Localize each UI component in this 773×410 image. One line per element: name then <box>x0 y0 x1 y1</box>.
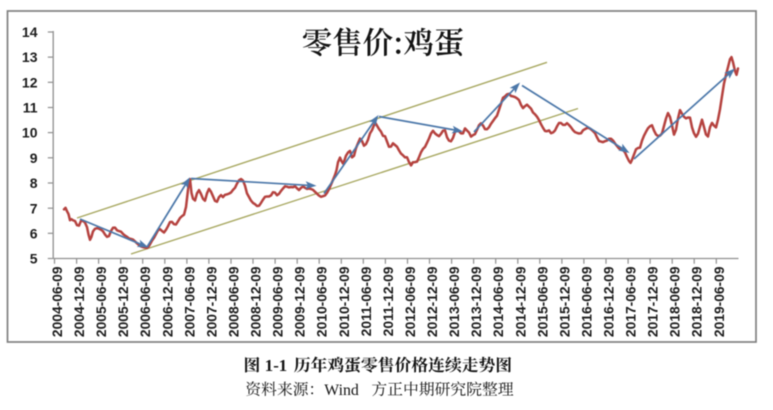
svg-text:13: 13 <box>22 49 38 65</box>
svg-text:9: 9 <box>30 150 38 166</box>
svg-text:2004-06-09: 2004-06-09 <box>50 266 65 337</box>
svg-text:2011-06-09: 2011-06-09 <box>359 266 374 336</box>
svg-text:2010-06-09: 2010-06-09 <box>315 266 330 337</box>
svg-text:2018-12-09: 2018-12-09 <box>690 266 705 337</box>
svg-text:14: 14 <box>22 24 38 40</box>
svg-text:2014-12-09: 2014-12-09 <box>513 266 528 337</box>
svg-text:5: 5 <box>30 251 38 267</box>
svg-text:2011-12-09: 2011-12-09 <box>381 266 396 336</box>
svg-text:2012-06-09: 2012-06-09 <box>403 266 418 337</box>
svg-text:2008-12-09: 2008-12-09 <box>249 266 264 337</box>
svg-text:2013-06-09: 2013-06-09 <box>447 266 462 337</box>
svg-text:2007-06-09: 2007-06-09 <box>182 266 197 337</box>
svg-text:2004-12-09: 2004-12-09 <box>72 266 87 337</box>
svg-text:8: 8 <box>30 175 38 191</box>
svg-text:11: 11 <box>23 100 38 116</box>
svg-text:2016-12-09: 2016-12-09 <box>602 266 617 337</box>
svg-text:2007-12-09: 2007-12-09 <box>204 266 219 337</box>
svg-text:Wind: Wind <box>324 382 359 399</box>
svg-text:2017-06-09: 2017-06-09 <box>624 266 639 337</box>
svg-text:2018-06-09: 2018-06-09 <box>668 266 683 337</box>
svg-text:2014-06-09: 2014-06-09 <box>491 266 506 337</box>
svg-text:2013-12-09: 2013-12-09 <box>469 266 484 337</box>
svg-text:2009-06-09: 2009-06-09 <box>271 266 286 337</box>
svg-text:2012-12-09: 2012-12-09 <box>425 266 440 337</box>
svg-text:2005-12-09: 2005-12-09 <box>116 266 131 337</box>
svg-text:1-1: 1-1 <box>265 356 287 375</box>
svg-text:2019-06-09: 2019-06-09 <box>712 266 727 337</box>
svg-text:2016-06-09: 2016-06-09 <box>579 266 594 337</box>
svg-text:2017-12-09: 2017-12-09 <box>646 266 661 337</box>
svg-text:12: 12 <box>22 74 38 90</box>
svg-text:2005-06-09: 2005-06-09 <box>94 266 109 337</box>
svg-text:10: 10 <box>22 125 38 141</box>
svg-text:2010-12-09: 2010-12-09 <box>337 266 352 337</box>
svg-text:2006-12-09: 2006-12-09 <box>160 266 175 337</box>
svg-text:2006-06-09: 2006-06-09 <box>138 266 153 337</box>
svg-text:2008-06-09: 2008-06-09 <box>227 266 242 337</box>
svg-text:2015-06-09: 2015-06-09 <box>535 266 550 337</box>
svg-text:2009-12-09: 2009-12-09 <box>293 266 308 337</box>
svg-text:6: 6 <box>30 225 38 241</box>
svg-text:7: 7 <box>30 200 38 216</box>
svg-text:2015-12-09: 2015-12-09 <box>557 266 572 337</box>
